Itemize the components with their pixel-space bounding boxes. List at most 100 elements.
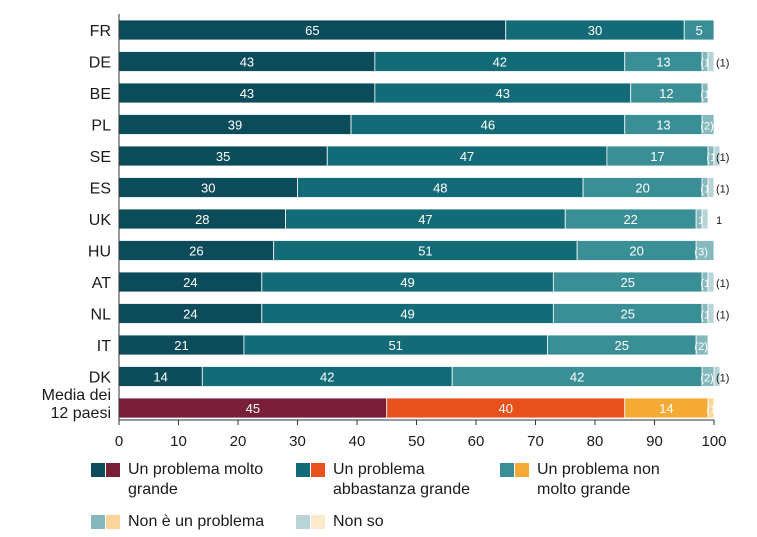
- data-label: (1): [716, 310, 729, 322]
- data-label: (1): [716, 278, 729, 290]
- bar-segment: [707, 177, 715, 198]
- bar-segment: [707, 397, 715, 419]
- legend-label-line: Un problema non: [537, 461, 660, 478]
- data-label: 51: [388, 338, 402, 353]
- category-label: UK: [89, 212, 112, 229]
- category-label: FR: [90, 23, 111, 40]
- bar-segment: [695, 240, 715, 261]
- bar-segment: [713, 366, 721, 387]
- data-label: 43: [496, 86, 510, 101]
- data-label: 25: [615, 338, 629, 353]
- legend-label-line: Non so: [333, 513, 384, 530]
- data-label: 43: [240, 86, 254, 101]
- data-label: 48: [433, 181, 447, 196]
- legend-label-line: grande: [128, 481, 178, 498]
- data-label: 30: [201, 181, 215, 196]
- legend-swatch-country: [91, 463, 105, 477]
- category-label: ES: [90, 181, 111, 198]
- data-label: 42: [570, 370, 584, 385]
- data-label: 51: [418, 244, 432, 259]
- data-label: (1): [716, 184, 729, 196]
- x-tick-label: 10: [170, 433, 187, 450]
- bar-segment: [701, 82, 709, 104]
- data-label: 14: [659, 401, 673, 416]
- data-label: (2): [700, 373, 713, 385]
- bar-segment: [695, 334, 709, 356]
- category-label: AT: [92, 275, 111, 292]
- legend-swatch-average: [515, 463, 529, 477]
- category-label: BE: [90, 86, 111, 103]
- legend-label-line: molto grande: [537, 481, 631, 498]
- data-label: 40: [499, 401, 513, 416]
- legend-item-non-so: Non so: [296, 512, 384, 532]
- bar-segment: [707, 51, 715, 72]
- legend-item-non-problema: Non è un problema: [91, 512, 264, 532]
- category-label: Media dei: [42, 387, 111, 404]
- x-tick-label: 30: [289, 433, 306, 450]
- x-tick-label: 40: [349, 433, 366, 450]
- bar-segment: [707, 271, 715, 293]
- data-label: 20: [629, 244, 643, 259]
- legend-label-line: abbastanza grande: [333, 481, 470, 498]
- legend-label-line: Un problema molto: [128, 461, 264, 478]
- data-label: 13: [656, 118, 670, 133]
- data-label: 47: [460, 149, 474, 164]
- legend-item-molto-grande: Un problema molto grande: [91, 460, 263, 500]
- data-label: (1): [716, 58, 729, 70]
- legend-swatch-country: [296, 515, 310, 529]
- data-label: 22: [623, 212, 637, 227]
- x-tick-label: 50: [408, 433, 425, 450]
- data-label: 17: [650, 149, 664, 164]
- data-label: 47: [418, 212, 432, 227]
- x-tick-label: 80: [587, 433, 604, 450]
- bar-segment: [707, 303, 715, 324]
- x-tick-label: 90: [646, 433, 663, 450]
- legend-swatch-country: [500, 463, 514, 477]
- bar-segment: [713, 145, 721, 167]
- data-label: 5: [696, 23, 703, 38]
- legend-swatch-country: [91, 515, 105, 529]
- data-label: 49: [400, 307, 414, 322]
- data-label: 20: [635, 181, 649, 196]
- data-label: 42: [320, 370, 334, 385]
- category-label: IT: [97, 338, 111, 355]
- category-label: NL: [91, 307, 112, 324]
- data-label: (2): [694, 341, 707, 353]
- data-label: (2): [700, 121, 713, 133]
- data-label: 25: [620, 307, 634, 322]
- category-label: 12 paesi: [51, 405, 112, 422]
- data-label: (1): [716, 373, 729, 385]
- bar-segment: [701, 208, 709, 230]
- data-label: 49: [400, 275, 414, 290]
- legend-item-non-molto-grande: Un problema non molto grande: [500, 460, 660, 500]
- legend-swatch-country: [296, 463, 310, 477]
- legend-label-line: Un problema: [333, 461, 425, 478]
- x-tick-label: 100: [701, 433, 726, 450]
- data-label: 35: [216, 149, 230, 164]
- data-label: 42: [493, 55, 507, 70]
- data-label: 39: [228, 118, 242, 133]
- data-label: 24: [183, 275, 197, 290]
- data-label: 12: [659, 86, 673, 101]
- data-label: 25: [620, 275, 634, 290]
- bar-segment: [701, 114, 715, 135]
- data-label: 1: [698, 215, 704, 227]
- data-label: 24: [183, 307, 197, 322]
- data-label: 30: [588, 23, 602, 38]
- legend-swatch-average: [106, 463, 120, 477]
- legend-swatch-average: [311, 463, 325, 477]
- category-label: DK: [89, 370, 112, 387]
- category-label: SE: [90, 149, 111, 166]
- data-label: 43: [240, 55, 254, 70]
- data-label: (1): [706, 404, 719, 416]
- data-label: 45: [246, 401, 260, 416]
- category-label: PL: [91, 118, 111, 135]
- bar-segment: [683, 19, 715, 41]
- legend-label-line: Non è un problema: [128, 513, 265, 530]
- category-label: HU: [88, 244, 111, 261]
- data-label: 26: [189, 244, 203, 259]
- x-tick-label: 70: [527, 433, 544, 450]
- data-label: (3): [694, 247, 707, 259]
- legend-swatch-average: [311, 515, 325, 529]
